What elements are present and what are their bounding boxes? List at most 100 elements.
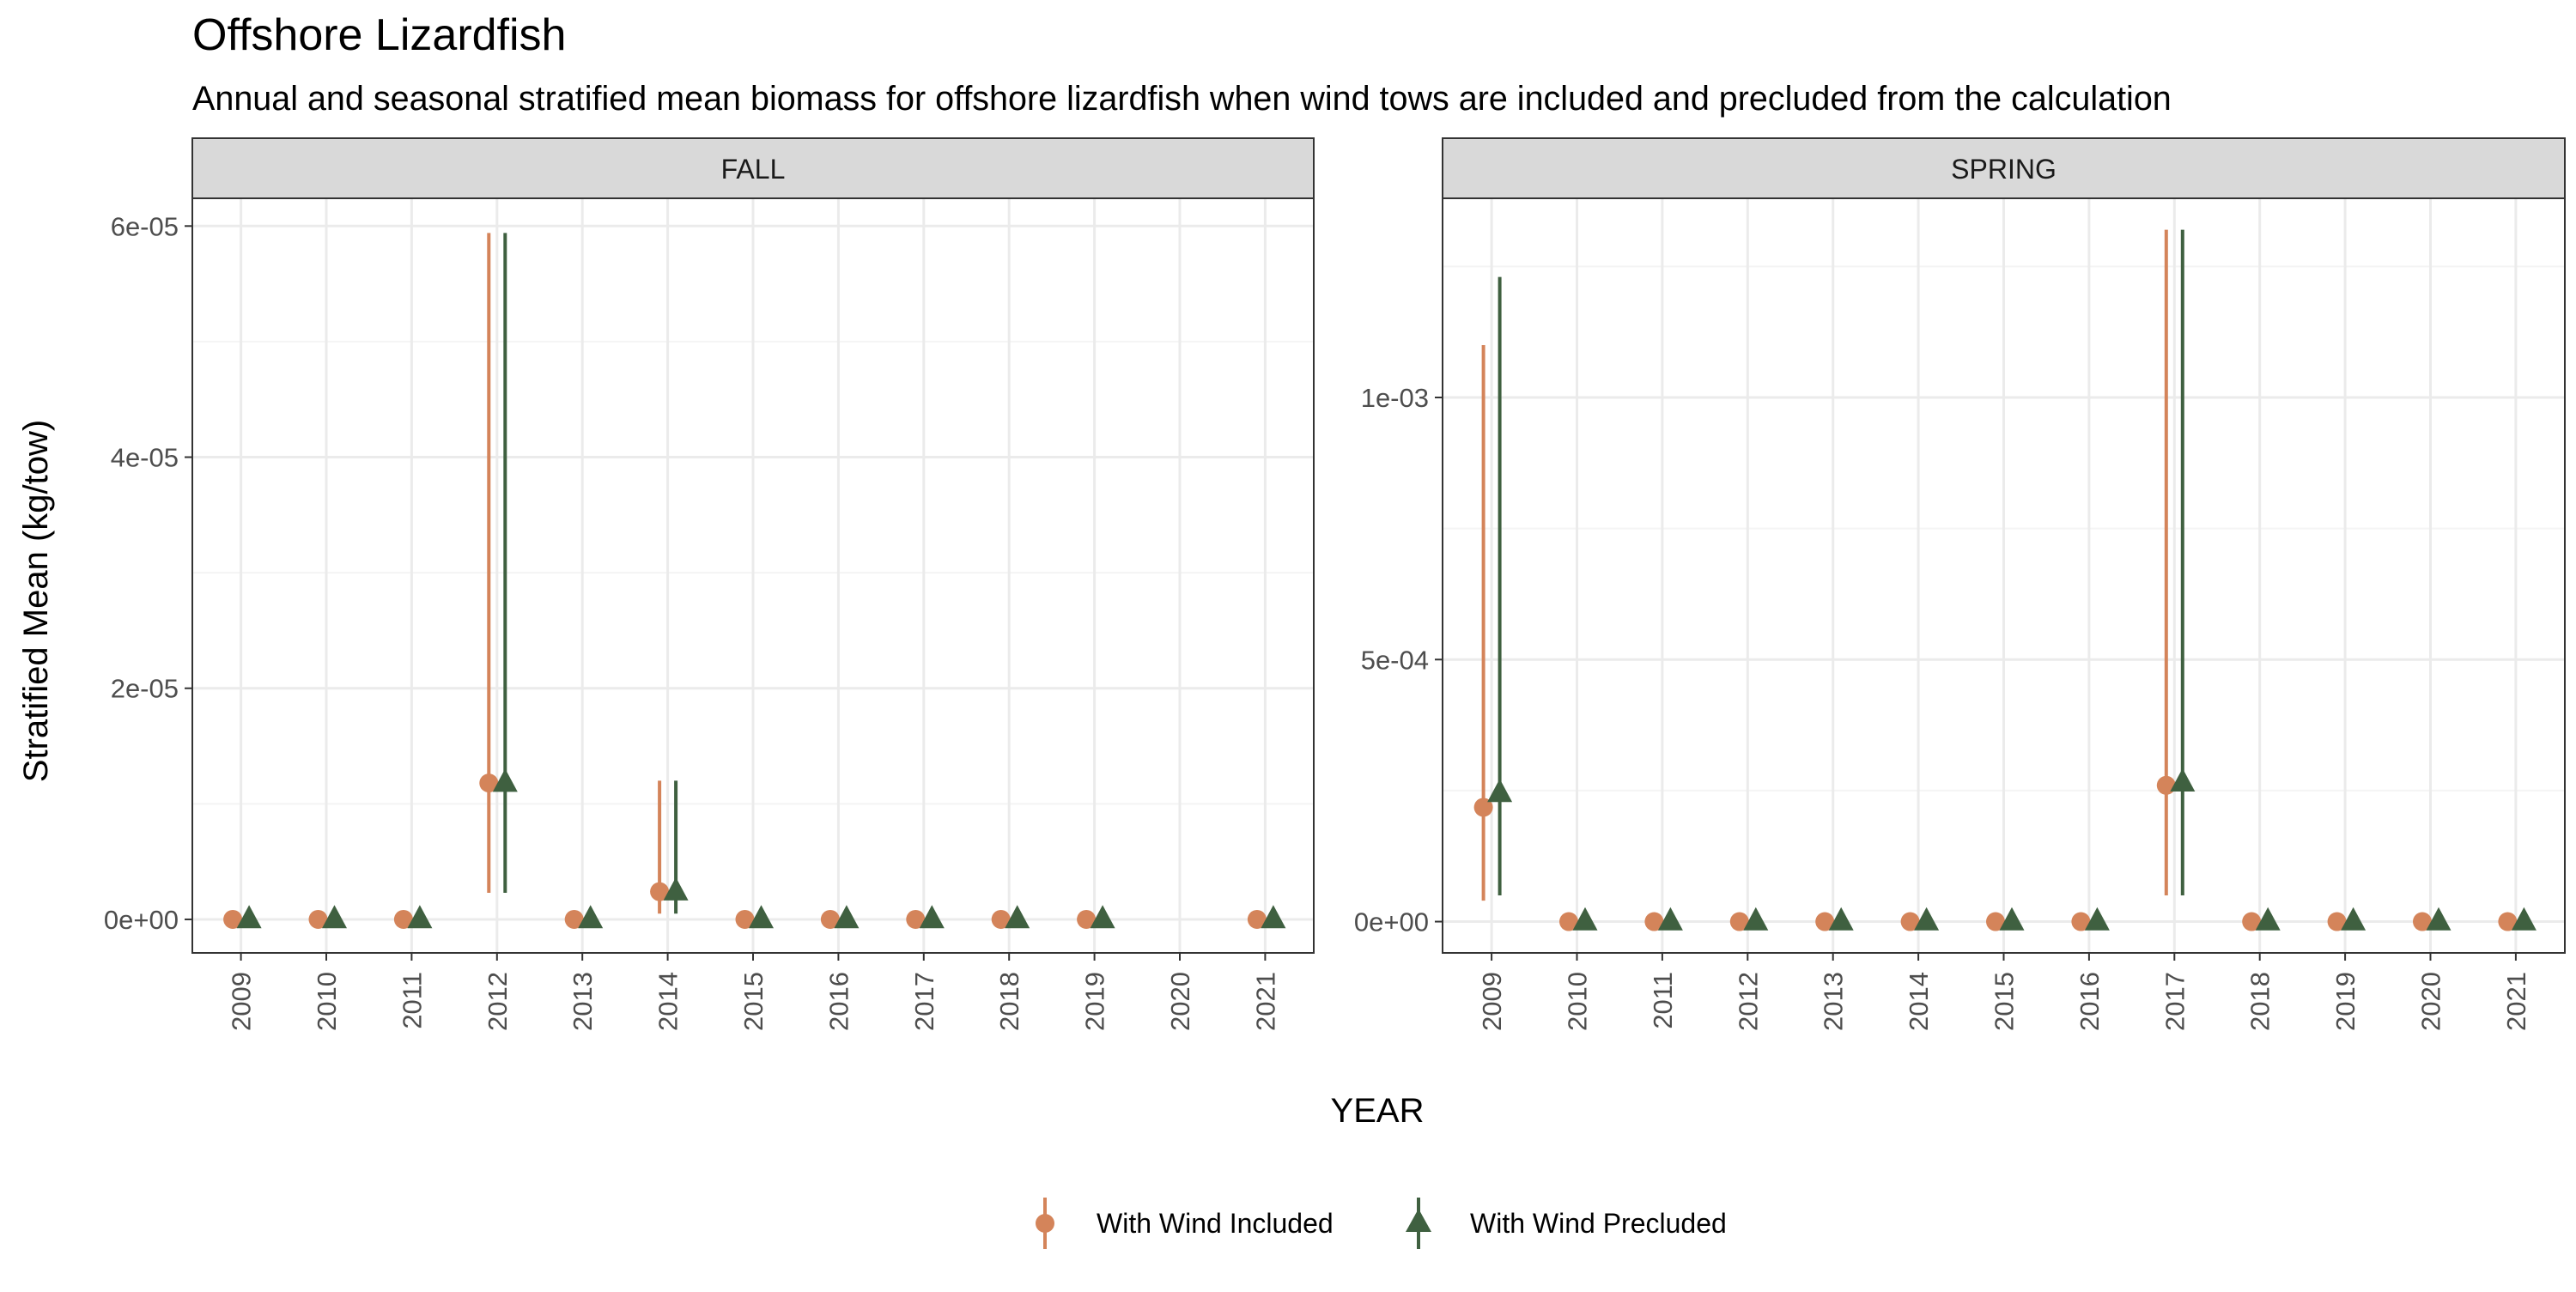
x-tick-label: 2011: [1648, 972, 1678, 1029]
y-tick-label: 2e-05: [111, 674, 179, 704]
x-tick-label: 2010: [1563, 972, 1593, 1031]
y-tick-label: 4e-05: [111, 443, 179, 473]
x-tick-label: 2009: [1477, 972, 1507, 1031]
data-point-circle: [906, 909, 926, 929]
x-tick-label: 2012: [1733, 972, 1763, 1031]
x-tick-label: 2009: [227, 972, 257, 1031]
facet-strip: [1442, 137, 2566, 199]
data-point-triangle: [1828, 907, 1854, 931]
y-tick-label: 5e-04: [1361, 645, 1429, 675]
legend: With Wind Included With Wind Precluded: [1036, 1198, 1727, 1249]
data-point-triangle: [834, 905, 860, 929]
legend-label-precluded: With Wind Precluded: [1470, 1208, 1727, 1239]
data-point-circle: [2071, 912, 2091, 931]
x-tick-label: 2019: [1080, 972, 1110, 1031]
data-point-triangle: [2170, 768, 2196, 792]
data-point-circle: [1729, 912, 1749, 931]
data-point-circle: [1815, 912, 1835, 931]
x-tick-label: 2013: [568, 972, 598, 1031]
x-tick-label: 2020: [1165, 972, 1195, 1031]
chart-title: Offshore Lizardfish: [192, 10, 566, 60]
x-tick-label: 2017: [2160, 972, 2190, 1031]
data-point-circle: [308, 909, 328, 929]
data-point-circle: [1900, 912, 1920, 931]
data-point-circle: [735, 909, 755, 929]
data-point-circle: [393, 909, 413, 929]
data-point-circle: [1644, 912, 1664, 931]
y-tick-label: 6e-05: [111, 211, 179, 241]
data-point-triangle: [1572, 907, 1598, 931]
data-point-triangle: [578, 905, 604, 929]
x-tick-label: 2015: [738, 972, 769, 1031]
data-point-triangle: [919, 905, 945, 929]
data-point-triangle: [322, 905, 347, 929]
data-point-triangle: [1999, 907, 2025, 931]
data-point-circle: [2327, 912, 2347, 931]
x-axis-label: YEAR: [1331, 1092, 1425, 1130]
facet-panels: FALL 0e+00 2e-05 4e-05 6e-05 2009 2010 2011 2012…: [104, 137, 2566, 1031]
data-point-triangle: [1487, 779, 1513, 803]
data-point-triangle: [2084, 907, 2110, 931]
panel-spring: SPRING 0e+00 5e-04 1e-03 2009 2010 2011 2012 201…: [1354, 137, 2566, 1031]
x-tick-label: 2012: [483, 972, 513, 1031]
x-tick-label: 2017: [909, 972, 939, 1031]
data-point-triangle: [492, 768, 518, 792]
data-point-circle: [2498, 912, 2518, 931]
data-point-triangle: [2255, 907, 2281, 931]
data-point-circle: [1559, 912, 1578, 931]
y-tick-label: 1e-03: [1361, 383, 1429, 413]
data-point-triangle: [1090, 905, 1115, 929]
data-point-triangle: [1005, 905, 1030, 929]
x-tick-label: 2016: [823, 972, 854, 1031]
legend-key-included: [1036, 1214, 1054, 1233]
data-point-circle: [1077, 909, 1097, 929]
data-point-triangle: [1261, 905, 1286, 929]
panel-border: [191, 197, 1315, 954]
data-point-circle: [650, 882, 670, 901]
x-tick-label: 2013: [1819, 972, 1849, 1031]
data-point-triangle: [2341, 907, 2366, 931]
data-point-triangle: [236, 905, 262, 929]
x-tick-label: 2021: [1250, 972, 1280, 1031]
legend-key-precluded: [1406, 1209, 1431, 1232]
panel-border: [1442, 197, 2566, 954]
data-point-circle: [564, 909, 584, 929]
chart-subtitle: Annual and seasonal stratified mean biom…: [192, 80, 2172, 118]
data-point-circle: [1986, 912, 2005, 931]
x-tick-label: 2019: [2330, 972, 2360, 1031]
legend-label-included: With Wind Included: [1097, 1208, 1334, 1239]
data-point-triangle: [1743, 907, 1769, 931]
data-point-circle: [1473, 798, 1493, 817]
data-point-circle: [820, 909, 840, 929]
x-tick-label: 2011: [397, 972, 427, 1029]
data-point-circle: [2156, 775, 2176, 795]
data-point-circle: [2242, 912, 2262, 931]
x-tick-label: 2015: [1990, 972, 2020, 1031]
x-tick-label: 2020: [2416, 972, 2446, 1031]
x-tick-label: 2021: [2501, 972, 2531, 1031]
data-point-triangle: [407, 905, 433, 929]
data-point-triangle: [749, 905, 774, 929]
facet-strip-label: FALL: [721, 154, 786, 185]
y-axis-label: Stratified Mean (kg/tow): [17, 420, 55, 782]
data-point-circle: [223, 909, 243, 929]
x-tick-label: 2014: [1904, 972, 1934, 1031]
x-tick-label: 2016: [2075, 972, 2105, 1031]
y-tick-label: 0e+00: [1354, 907, 1429, 937]
x-tick-label: 2014: [653, 972, 683, 1031]
data-point-circle: [1247, 909, 1267, 929]
data-point-triangle: [2426, 907, 2451, 931]
x-tick-label: 2018: [994, 972, 1024, 1031]
x-tick-label: 2010: [312, 972, 342, 1031]
y-tick-label: 0e+00: [104, 905, 179, 935]
data-point-triangle: [2511, 907, 2537, 931]
x-tick-label: 2018: [2245, 972, 2275, 1031]
facet-strip: [191, 137, 1315, 199]
facet-strip-label: SPRING: [1951, 154, 2057, 185]
data-point-circle: [479, 773, 499, 793]
data-point-circle: [991, 909, 1011, 929]
data-point-circle: [2413, 912, 2432, 931]
data-point-triangle: [1914, 907, 1940, 931]
